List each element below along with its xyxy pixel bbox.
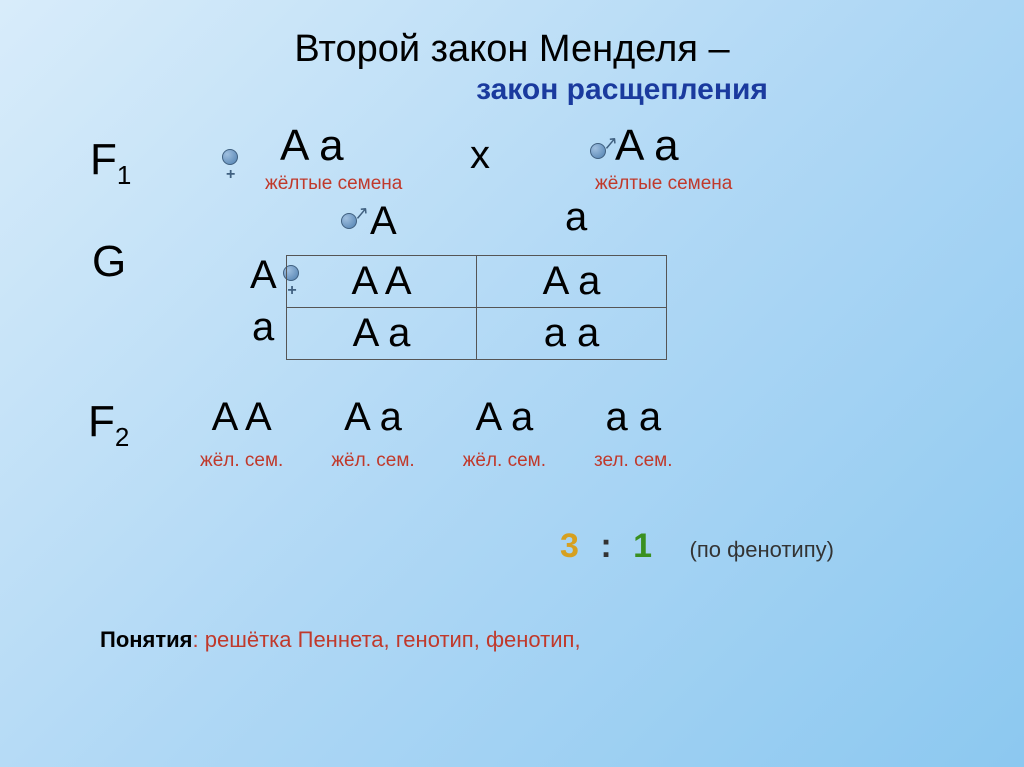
concepts-label: Понятия	[100, 627, 193, 652]
f2-item-2: A a жёл. сем.	[463, 395, 546, 472]
punnett-row-header-1: a	[252, 305, 274, 350]
subtitle: закон расщепления	[0, 73, 1024, 107]
ratio-three: 3	[560, 527, 579, 565]
f1-male-genotype: A a	[615, 121, 679, 171]
f2-phenotype-3: зел. сем.	[594, 450, 673, 472]
f2-item-0: A A жёл. сем.	[200, 395, 283, 472]
f2-phenotype-0: жёл. сем.	[200, 450, 283, 472]
f2-letter: F	[88, 397, 115, 446]
f2-genotype-1: A a	[331, 395, 414, 440]
punnett-cell-0-0: A A	[287, 256, 477, 308]
f2-phenotype-1: жёл. сем.	[331, 450, 414, 472]
f2-subscript: 2	[115, 422, 129, 452]
f1-female-phenotype: жёлтые семена	[265, 173, 402, 195]
ratio-one: 1	[633, 527, 652, 565]
punnett-cell-0-1: A a	[477, 256, 667, 308]
concepts-line: Понятия: решётка Пеннета, генотип, фенот…	[100, 627, 581, 653]
main-title: Второй закон Менделя –	[0, 0, 1024, 71]
punnett-row-header-0: A	[250, 253, 277, 298]
punnett-square: A A A a A a a a	[286, 255, 667, 360]
ratio-note: (по фенотипу)	[690, 537, 834, 562]
male-symbol-gametes: ↗	[341, 213, 357, 234]
f1-subscript: 1	[117, 160, 131, 190]
ratio-colon: :	[600, 527, 611, 565]
female-symbol-f1: +	[222, 149, 238, 170]
phenotype-ratio: 3 : 1 (по фенотипу)	[560, 527, 834, 566]
f2-offspring-row: A A жёл. сем. A a жёл. сем. A a жёл. сем…	[200, 395, 673, 472]
diagram-content: F1 + A a жёлтые семена х ↗ A a жёлтые се…	[0, 107, 1024, 707]
punnett-col-header-1: a	[565, 195, 587, 240]
punnett-cell-1-1: a a	[477, 308, 667, 360]
f2-phenotype-2: жёл. сем.	[463, 450, 546, 472]
punnett-cell-1-0: A a	[287, 308, 477, 360]
f1-letter: F	[90, 135, 117, 184]
cross-symbol: х	[470, 133, 490, 178]
f1-female-genotype: A a	[280, 121, 344, 171]
gametes-label: G	[92, 237, 126, 287]
f2-genotype-3: a a	[594, 395, 673, 440]
f1-label: F1	[90, 135, 131, 191]
male-symbol-f1: ↗	[590, 143, 606, 164]
f2-item-3: a a зел. сем.	[594, 395, 673, 472]
f2-label: F2	[88, 397, 129, 453]
concepts-text: : решётка Пеннета, генотип, фенотип,	[193, 627, 581, 652]
punnett-col-header-0: A	[370, 199, 397, 244]
f2-genotype-0: A A	[200, 395, 283, 440]
f1-male-phenotype: жёлтые семена	[595, 173, 732, 195]
f2-genotype-2: A a	[463, 395, 546, 440]
f2-item-1: A a жёл. сем.	[331, 395, 414, 472]
